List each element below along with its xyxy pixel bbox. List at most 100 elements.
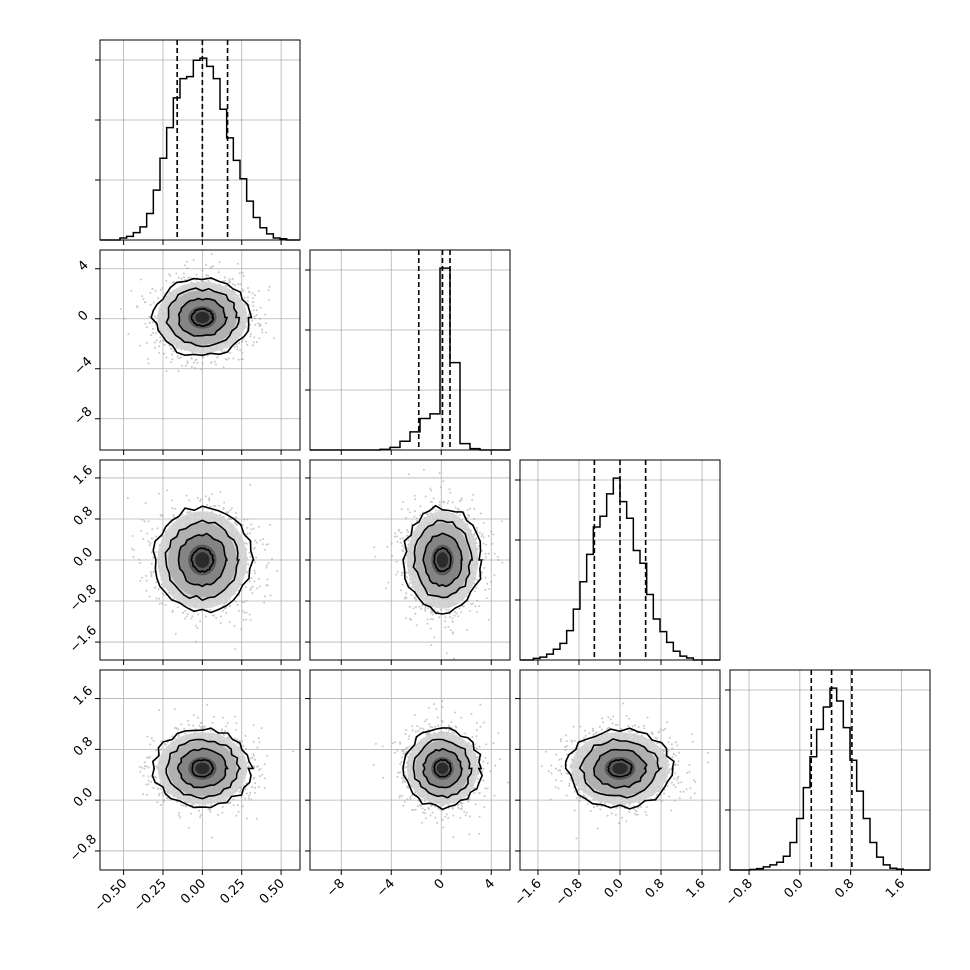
hist-panel-p4-bin-7 — [777, 862, 784, 870]
scatter-panel-p1-p4-xtick-label-1: −0.25 — [131, 876, 170, 915]
scatter-panel-p1-p3-ytick-label-0: −1.6 — [67, 623, 100, 656]
hist-panel-p4-xtick-label-2: 0.8 — [832, 876, 857, 901]
scatter-panel-p1-p3: −1.6 −0.8 0.0 0.8 1.6 — [67, 459, 301, 665]
hist-panel-p1-bin-9 — [160, 158, 167, 240]
hist-panel-p4-bin-17 — [843, 728, 850, 870]
hist-panel-p4-frame — [729, 669, 931, 871]
hist-panel-p2 — [305, 249, 511, 455]
scatter-panel-p1-p3-content — [126, 483, 279, 651]
hist-panel-p4-bin-11 — [803, 788, 810, 870]
hist-panel-p1-bin-4 — [127, 236, 134, 240]
scatter-panel-p1-p4-xtick-label-0: −0.50 — [92, 876, 131, 915]
scatter-panel-p1-p2-contour-3 — [190, 307, 215, 328]
hist-panel-p4-bin-22 — [877, 857, 884, 870]
hist-panel-p4-bin-23 — [883, 865, 890, 870]
scatter-panel-p2-p3 — [305, 459, 511, 665]
hist-panel-p1-bin-16 — [207, 66, 214, 240]
scatter-panel-p3-p4-xtick-label-3: 0.8 — [643, 876, 668, 901]
hist-panel-p3-bin-21 — [660, 632, 667, 660]
hist-panel-p3-bin-7 — [567, 631, 574, 660]
hist-panel-p2-bin-14 — [450, 363, 460, 450]
hist-panel-p4-bin-10 — [797, 819, 804, 870]
scatter-panel-p1-p4-contour-3 — [191, 758, 215, 778]
scatter-panel-p1-p2-ytick-label-1: −4 — [71, 354, 95, 378]
scatter-panel-p2-p4-xtick-label-0: −8 — [324, 876, 348, 900]
scatter-panel-p3-p4-contour-3 — [607, 758, 633, 778]
hist-panel-p2-bin-15 — [460, 444, 470, 450]
hist-panel-p1-bin-14 — [193, 60, 200, 240]
hist-panel-p4-bin-12 — [810, 757, 817, 870]
scatter-panel-p2-p4-density-4 — [436, 762, 449, 775]
hist-panel-p4-xtick-label-1: 0.0 — [781, 876, 806, 901]
scatter-panel-p1-p3-contour-3 — [190, 547, 215, 573]
scatter-panel-p1-p4-density-4 — [195, 762, 210, 775]
hist-panel-p2-bin-9 — [400, 441, 410, 450]
scatter-panel-p1-p3-ytick-label-4: 1.6 — [71, 463, 96, 488]
hist-panel-p4-bin-21 — [870, 843, 877, 870]
scatter-panel-p2-p4-frame — [309, 669, 511, 871]
scatter-panel-p1-p4-ytick-label-1: 0.0 — [71, 785, 96, 810]
scatter-panel-p2-p4-contour-1 — [412, 738, 473, 799]
hist-panel-p4-xtick-label-0: −0.8 — [723, 876, 756, 909]
hist-panel-p4-bin-16 — [837, 701, 844, 870]
scatter-panel-p1-p4-contour-2 — [176, 747, 229, 789]
scatter-panel-p2-p4-contour-2 — [422, 747, 463, 789]
hist-panel-p3 — [515, 459, 721, 665]
hist-panel-p1-bin-10 — [167, 128, 174, 240]
scatter-panel-p2-p4-xtick-label-3: 4 — [482, 876, 498, 892]
hist-panel-p3-bin-24 — [680, 656, 687, 660]
scatter-panel-p1-p3-ytick-label-1: −0.8 — [67, 582, 100, 615]
hist-panel-p4-bin-19 — [857, 791, 864, 870]
scatter-panel-p1-p4-content — [138, 704, 295, 839]
hist-panel-p3-bin-6 — [560, 643, 567, 660]
hist-panel-p1-bin-8 — [153, 190, 160, 240]
scatter-panel-p1-p3-contour-0 — [152, 505, 255, 614]
hist-panel-p1-bin-18 — [220, 109, 227, 240]
scatter-panel-p3-p4: −1.6 −0.8 0.0 0.8 1.6 — [512, 669, 721, 909]
hist-panel-p1-bin-12 — [180, 79, 187, 240]
hist-panel-p3-bin-19 — [647, 595, 654, 660]
scatter-panel-p1-p2-frame — [99, 249, 301, 451]
hist-panel-p2-bin-13 — [440, 268, 450, 450]
hist-panel-p1-bin-25 — [267, 234, 274, 240]
scatter-panel-p2-p4-xtick-label-2: 0 — [432, 876, 448, 892]
hist-panel-p4-bin-18 — [850, 760, 857, 870]
scatter-panel-p1-p4-xtick-label-2: 0.00 — [178, 876, 209, 907]
hist-panel-p4-bin-8 — [783, 856, 790, 870]
scatter-panel-p1-p3-density-4 — [195, 552, 210, 568]
scatter-panel-p3-p4-content — [540, 702, 710, 840]
hist-panel-p1-bin-17 — [213, 79, 220, 240]
scatter-panel-p3-p4-xtick-label-0: −1.6 — [512, 876, 545, 909]
hist-panel-p4-bin-6 — [770, 865, 777, 870]
hist-panel-p3-bin-8 — [573, 609, 580, 660]
hist-panel-p3-bin-13 — [607, 494, 614, 660]
scatter-panel-p1-p4-ytick-label-2: 0.8 — [71, 734, 96, 759]
hist-panel-p2-bin-12 — [430, 414, 440, 450]
hist-panel-p3-bin-12 — [600, 516, 607, 660]
scatter-panel-p2-p4-contour-3 — [433, 758, 452, 778]
hist-panel-p3-bin-10 — [587, 554, 594, 660]
scatter-panel-p1-p4-xtick-label-3: 0.25 — [217, 876, 248, 907]
scatter-panel-p1-p2-contour-0 — [150, 277, 253, 357]
hist-panel-p4-bin-14 — [823, 707, 830, 870]
hist-panel-p2-histogram — [310, 267, 510, 451]
scatter-panel-p3-p4-xtick-label-2: 0.0 — [602, 876, 627, 901]
scatter-panel-p1-p2-density-4 — [195, 311, 210, 324]
hist-panel-p4-bin-13 — [817, 729, 824, 870]
hist-panel-p3-bin-20 — [653, 619, 660, 660]
hist-panel-p1-bin-24 — [260, 228, 267, 240]
scatter-panel-p2-p3-density-4 — [436, 552, 449, 568]
hist-panel-p3-bin-9 — [580, 582, 587, 660]
hist-panel-p4-bin-20 — [863, 819, 870, 870]
hist-panel-p1-frame — [99, 39, 301, 241]
hist-panel-p3-bin-14 — [613, 478, 620, 660]
hist-panel-p3-bin-5 — [553, 649, 560, 660]
scatter-panel-p1-p4-ytick-label-0: −0.8 — [67, 832, 100, 865]
hist-panel-p1-bin-22 — [247, 201, 254, 240]
scatter-panel-p1-p2-ytick-label-3: 4 — [75, 258, 91, 274]
scatter-panel-p1-p4-ytick-label-3: 1.6 — [71, 683, 96, 708]
hist-panel-p4-bin-9 — [790, 843, 797, 870]
scatter-panel-p2-p3-contour-2 — [422, 532, 464, 588]
